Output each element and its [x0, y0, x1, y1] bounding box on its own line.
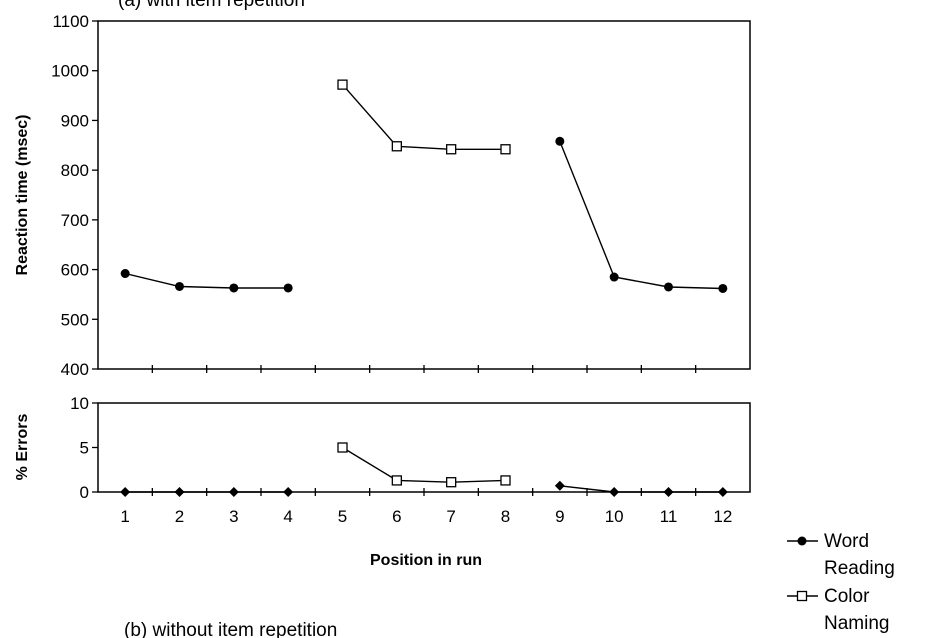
reaction-time-color-naming-line [341, 84, 506, 151]
reaction-time-word-reading-point [555, 136, 565, 146]
reaction-time-word-reading-line [559, 141, 723, 290]
caption-with-repetition: (a) with item repetition [118, 0, 305, 11]
reaction-time-color-naming-point [337, 79, 348, 90]
x-tick-label: 2 [175, 507, 184, 526]
reaction-time-y-tick-label: 1100 [52, 12, 89, 31]
errors-word-reading-point [717, 487, 728, 497]
reaction-time-series [120, 79, 728, 293]
errors-x-ticks: 1 2 3 4 5 6 7 8 9 10 11 12 [120, 488, 732, 526]
reaction-time-y-tick-label: 500 [61, 310, 89, 329]
legend-color-naming: Color Naming [787, 586, 889, 634]
errors-word-reading-point [554, 480, 565, 491]
reaction-time-x-ticks [151, 365, 697, 373]
x-tick-label: 3 [229, 507, 238, 526]
errors-word-reading-point [120, 487, 131, 497]
reaction-time-panel: 400 500 600 700 800 900 1000 1100 Reaction time… [14, 12, 751, 379]
legend-word-reading-marker [797, 536, 807, 546]
errors-y-tick-label: 0 [80, 483, 89, 502]
errors-word-reading-point [283, 487, 294, 497]
x-tick-label: 9 [555, 507, 564, 526]
x-tick-label: 11 [660, 507, 678, 526]
reaction-time-word-reading-point [283, 283, 293, 293]
reaction-time-plot-frame [97, 20, 751, 370]
reaction-time-word-reading-line [125, 272, 289, 289]
legend-color-naming-label-1: Color [824, 586, 870, 607]
x-tick-label: 6 [392, 507, 401, 526]
legend-color-naming-marker [796, 590, 808, 602]
legend-word-reading-label-2: Reading [824, 558, 895, 579]
reaction-time-y-tick-label: 900 [61, 111, 89, 130]
errors-word-reading-point [663, 487, 674, 497]
x-tick-label: 7 [446, 507, 455, 526]
reaction-time-y-tick-label: 800 [61, 161, 89, 180]
x-tick-label: 1 [120, 507, 129, 526]
errors-color-naming-point [500, 475, 511, 486]
reaction-time-y-ticks: 400 500 600 700 800 900 1000 1100 [51, 12, 98, 379]
x-tick-label: 12 [713, 507, 732, 526]
reaction-time-word-reading-point [175, 281, 184, 291]
x-tick-label: 5 [338, 507, 347, 526]
reaction-time-y-tick-label: 700 [61, 211, 89, 230]
reaction-time-word-reading-point [120, 269, 130, 279]
legend: Word Reading Color Naming [787, 531, 895, 634]
errors-plot-frame [97, 402, 751, 493]
caption-without-repetition: (b) without item repetition [124, 620, 337, 638]
reaction-time-word-reading-point [229, 283, 239, 293]
errors-word-reading-point [609, 487, 620, 497]
errors-axis-label: % Errors [14, 414, 31, 481]
errors-color-naming-line [342, 446, 506, 483]
errors-y-tick-label: 5 [80, 439, 89, 458]
x-tick-label: 4 [283, 507, 292, 526]
errors-y-ticks: 0 5 10 [70, 394, 98, 502]
errors-series [120, 442, 728, 497]
reaction-time-color-naming-point [391, 141, 402, 152]
errors-word-reading-point [228, 487, 239, 497]
errors-color-naming-point [446, 477, 457, 488]
reaction-time-word-reading-point [718, 283, 728, 293]
reaction-time-word-reading-point [664, 282, 673, 292]
reaction-time-word-reading-point [609, 272, 619, 282]
reaction-time-color-naming-point [446, 144, 457, 155]
reaction-time-y-tick-label: 1000 [51, 62, 89, 81]
reaction-time-y-tick-label: 400 [61, 360, 89, 379]
reaction-time-axis-label: Reaction time (msec) [14, 115, 31, 276]
legend-color-naming-label-2: Naming [824, 613, 889, 634]
legend-word-reading-label-1: Word [824, 531, 869, 552]
position-in-run-axis-label: Position in run [370, 552, 482, 569]
x-tick-label: 10 [605, 507, 624, 526]
errors-color-naming-point [337, 442, 348, 453]
legend-word-reading: Word Reading [787, 531, 895, 579]
reaction-time-y-tick-label: 600 [61, 261, 89, 280]
errors-word-reading-point [174, 487, 185, 497]
reaction-time-color-naming-point [500, 144, 511, 155]
x-tick-label: 8 [501, 507, 510, 526]
errors-color-naming-point [391, 475, 402, 486]
errors-y-tick-label: 10 [70, 394, 89, 413]
errors-word-reading-line [559, 485, 723, 493]
